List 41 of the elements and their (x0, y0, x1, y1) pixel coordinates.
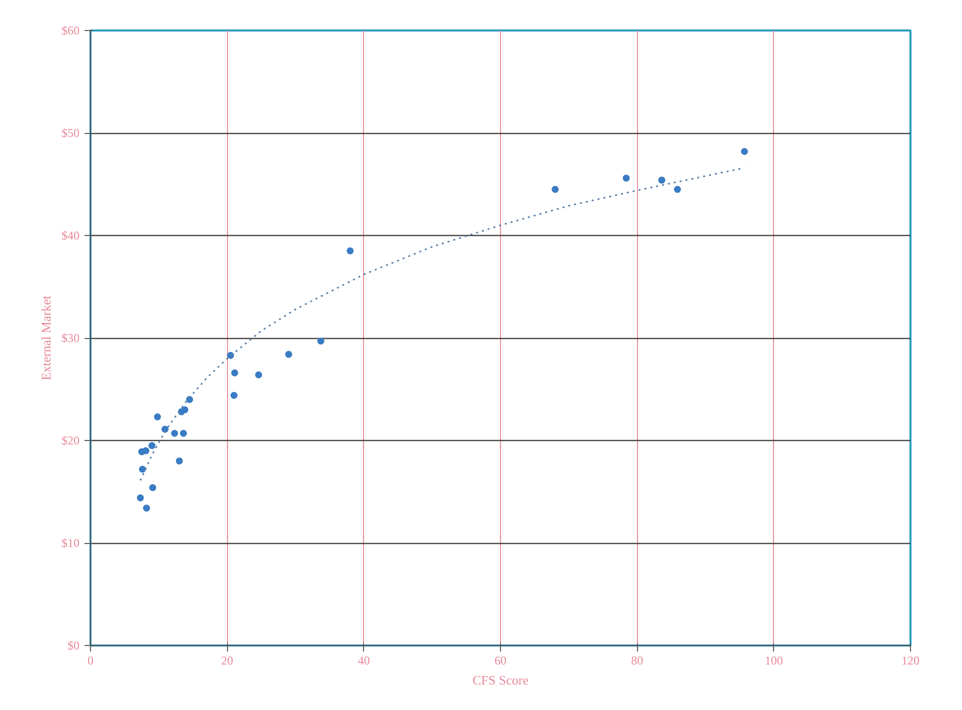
y-tick-label: $20 (62, 434, 80, 448)
y-tick-label: $10 (62, 536, 80, 550)
point (285, 350, 292, 358)
x-tick-label: 100 (764, 654, 783, 668)
point (255, 371, 262, 378)
y-axis-title: External Market (38, 295, 54, 380)
point (176, 458, 183, 464)
point (230, 392, 238, 399)
y-tick-label: $30 (62, 331, 80, 345)
x-axis-title: CFS Score (472, 672, 529, 688)
y-tick-label: $60 (62, 24, 80, 38)
point (181, 406, 188, 414)
x-tick-label: 120 (902, 654, 920, 668)
point (136, 494, 144, 502)
point (149, 484, 156, 492)
point (740, 148, 748, 155)
point (674, 186, 681, 193)
y-tick-label: $0 (68, 638, 80, 652)
point (658, 176, 666, 184)
line-series (140, 167, 746, 482)
x-tick-label: 20 (221, 654, 234, 668)
point (346, 247, 354, 254)
point (227, 352, 234, 359)
point (143, 504, 150, 512)
point (171, 430, 178, 437)
y-tick-label: $40 (62, 228, 80, 242)
point (231, 369, 238, 376)
x-tick-label: 0 (88, 654, 94, 668)
point (180, 430, 187, 437)
point (154, 413, 161, 420)
point (148, 442, 156, 450)
x-tick-label: 40 (358, 654, 370, 668)
point (138, 466, 146, 473)
x-tick-label: 60 (494, 654, 506, 668)
point (552, 186, 559, 193)
point (161, 426, 168, 433)
x-tick-label: 80 (631, 654, 644, 668)
point (142, 447, 150, 454)
point (622, 174, 630, 182)
point (317, 338, 324, 345)
y-tick-label: $50 (62, 126, 80, 140)
